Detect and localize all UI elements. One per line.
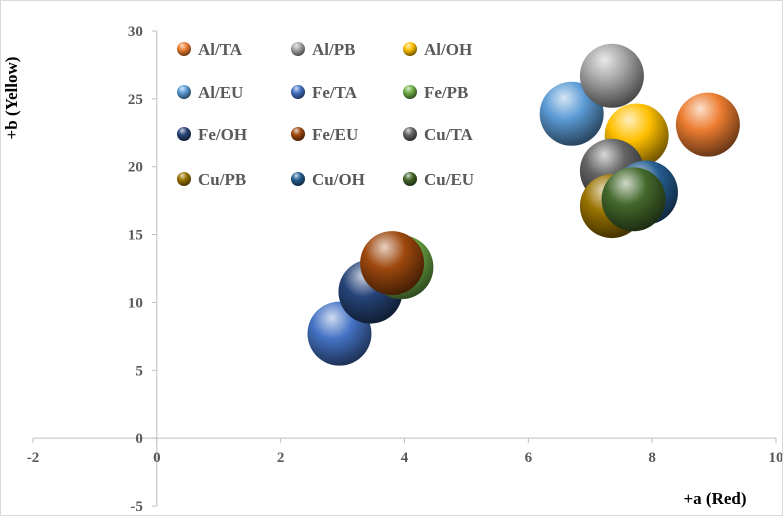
- legend-marker: [291, 42, 305, 56]
- legend-label: Cu/OH: [312, 170, 365, 189]
- legend-label: Fe/OH: [198, 125, 247, 144]
- legend-marker: [177, 85, 191, 99]
- legend-marker: [403, 127, 417, 141]
- data-point-al-pb: [579, 43, 644, 108]
- x-tick-label: -2: [27, 450, 40, 466]
- legend-label: Al/TA: [198, 40, 243, 59]
- legend-marker: [403, 42, 417, 56]
- y-tick-label: 25: [128, 92, 143, 108]
- y-tick-label: 20: [128, 160, 143, 176]
- y-axis-label: +b (Yellow): [2, 57, 21, 140]
- x-tick-label: 10: [769, 450, 783, 466]
- y-tick-label: 30: [128, 24, 143, 40]
- data-point-al-ta: [675, 92, 740, 157]
- legend-label: Al/OH: [424, 40, 472, 59]
- legend-label: Cu/TA: [424, 125, 474, 144]
- legend-marker: [291, 127, 305, 141]
- legend-marker: [403, 172, 417, 186]
- y-tick-label: 10: [128, 295, 143, 311]
- y-tick-label: -5: [130, 499, 143, 515]
- legend-marker: [291, 172, 305, 186]
- data-point-al-eu: [539, 81, 604, 146]
- data-point-fe-eu: [360, 231, 425, 296]
- legend-marker: [177, 127, 191, 141]
- legend-label: Al/EU: [198, 83, 243, 102]
- x-tick-label: 4: [401, 450, 409, 466]
- legend-label: Fe/PB: [424, 83, 468, 102]
- y-tick-label: 15: [128, 228, 143, 244]
- data-point-cu-eu: [601, 167, 666, 232]
- y-tick-label: 5: [135, 363, 143, 379]
- legend-marker: [291, 85, 305, 99]
- legend-marker: [403, 85, 417, 99]
- x-tick-label: 0: [153, 450, 161, 466]
- legend-label: Al/PB: [312, 40, 355, 59]
- x-tick-label: 6: [525, 450, 533, 466]
- legend-label: Fe/EU: [312, 125, 358, 144]
- legend-label: Cu/EU: [424, 170, 474, 189]
- y-tick-label: 0: [135, 431, 143, 447]
- legend-label: Fe/TA: [312, 83, 358, 102]
- x-tick-label: 8: [648, 450, 656, 466]
- x-tick-label: 2: [277, 450, 285, 466]
- legend-label: Cu/PB: [198, 170, 246, 189]
- x-axis-label: +a (Red): [683, 489, 746, 508]
- legend-marker: [177, 42, 191, 56]
- legend-marker: [177, 172, 191, 186]
